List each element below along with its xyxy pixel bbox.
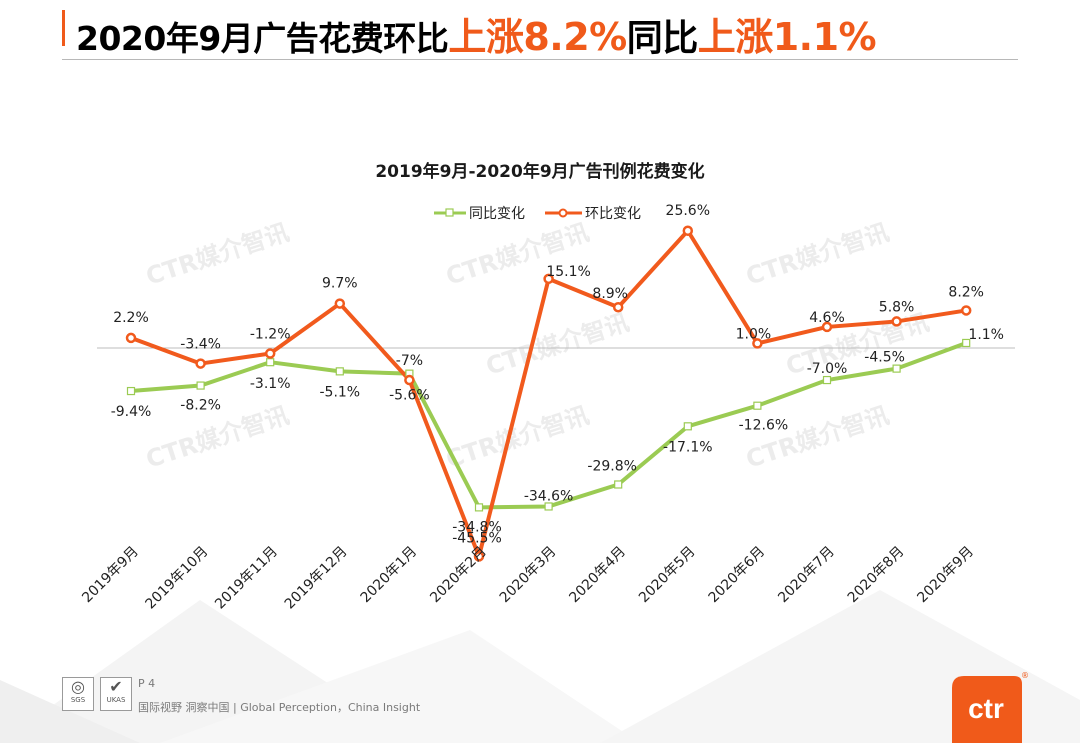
yoy-data-label: -7.0% — [807, 361, 848, 377]
mom-data-point — [473, 551, 485, 562]
watermark-text: CTR媒介智讯 — [443, 401, 593, 474]
footer: ◎ SGS ✔ UKAS P 4 国际视野 洞察中国 | Global Percep… — [62, 675, 582, 725]
ukas-certificate-icon: ✔ UKAS — [100, 677, 132, 711]
footer-tagline: 国际视野 洞察中国 | Global Perception，China Insi… — [138, 701, 421, 714]
mom-data-label: 8.9% — [592, 286, 628, 302]
yoy-data-point — [335, 367, 344, 376]
mom-data-label: 5.8% — [879, 299, 915, 315]
mom-data-point — [195, 358, 206, 369]
mom-data-label: 15.1% — [546, 264, 590, 280]
mom-data-point — [543, 273, 554, 285]
mom-data-label: -1.2% — [250, 326, 291, 342]
x-tick-label: 2020年9月 — [914, 544, 977, 607]
mom-data-label: 25.6% — [666, 203, 710, 219]
mom-data-point — [125, 332, 137, 344]
bg-shape — [160, 630, 640, 743]
watermark-text: CTR媒介智讯 — [743, 401, 893, 474]
title-divider — [62, 59, 1018, 60]
yoy-change-label: 上涨1.1% — [697, 15, 877, 59]
yoy-data-label: -29.8% — [587, 458, 637, 474]
mom-data-point — [334, 298, 346, 309]
yoy-data-point — [614, 480, 623, 489]
title-bar: 2020年9月广告花费环比上涨8.2%同比上涨1.1% — [0, 0, 1080, 60]
mom-change-label: 上涨8.2% — [448, 15, 627, 59]
legend-yoy-label: 同比变化 — [469, 206, 525, 222]
mom-data-point — [682, 225, 694, 237]
logo-shape — [952, 676, 1022, 743]
yoy-data-label: -34.6% — [524, 488, 574, 504]
yoy-data-label: -4.5% — [864, 350, 905, 366]
yoy-data-point — [544, 502, 553, 511]
page-title: 2020年9月广告花费环比上涨8.2%同比上涨1.1% — [76, 6, 877, 61]
yoy-data-point — [753, 401, 762, 410]
mom-data-point — [821, 321, 833, 333]
watermark-text: CTR媒介智讯 — [143, 218, 293, 291]
yoy-data-point — [892, 364, 901, 373]
yoy-data-point — [822, 375, 832, 385]
x-tick-label: 2019年11月 — [212, 544, 281, 613]
x-tick-label: 2020年5月 — [636, 544, 699, 607]
mom-data-label: 4.6% — [809, 310, 845, 326]
yoy-data-label: -3.1% — [250, 376, 291, 392]
yoy-data-point — [266, 358, 275, 367]
mom-data-point — [612, 301, 624, 313]
cert-label: SGS — [70, 696, 86, 704]
sgs-certificate-icon: ◎ SGS — [62, 677, 94, 711]
mom-data-point — [960, 305, 972, 316]
legend-mom-marker — [558, 208, 568, 218]
x-tick-label: 2020年2月 — [427, 544, 490, 607]
cert-label: UKAS — [106, 696, 126, 704]
mom-data-point — [404, 374, 415, 386]
watermark-text: CTR媒介智讯 — [743, 218, 893, 291]
yoy-data-point — [196, 381, 205, 390]
yoy-data-label: -9.4% — [111, 404, 152, 420]
ctr-logo: ctr ® — [952, 671, 1028, 743]
yoy-word: 同比 — [626, 18, 699, 59]
x-tick-label: 2020年3月 — [497, 544, 560, 607]
x-tick-label: 2019年12月 — [282, 544, 351, 613]
mom-data-point — [752, 338, 763, 349]
x-tick-label: 2020年8月 — [845, 544, 908, 607]
mom-data-label: -45.5% — [452, 530, 502, 546]
page-number: P 4 — [138, 677, 156, 690]
yoy-data-label: -5.1% — [319, 384, 360, 400]
mom-data-point — [264, 348, 276, 359]
mom-data-label: -3.4% — [180, 337, 221, 353]
legend-mom-label: 环比变化 — [585, 206, 641, 222]
yoy-data-label: -8.2% — [180, 398, 221, 414]
x-tick-label: 2020年6月 — [706, 544, 769, 607]
mom-data-label: 2.2% — [113, 310, 149, 326]
legend-yoy-marker — [445, 208, 454, 217]
title-accent-bar — [62, 10, 65, 46]
yoy-data-label: 1.1% — [968, 327, 1004, 343]
yoy-data-label: -5.6% — [389, 388, 430, 404]
x-tick-label: 2019年10月 — [143, 544, 212, 613]
watermark-text: CTR媒介智讯 — [483, 308, 633, 381]
yoy-data-point — [962, 338, 971, 348]
yoy-data-label: -12.6% — [739, 418, 789, 434]
yoy-data-label: -34.8% — [452, 519, 502, 535]
x-tick-label: 2020年7月 — [775, 544, 838, 607]
mom-data-label: -7% — [396, 353, 423, 369]
yoy-data-label: -17.1% — [663, 439, 713, 455]
title-prefix: 2020年9月广告花费环比 — [76, 19, 449, 58]
bg-shape — [0, 680, 140, 743]
registered-mark: ® — [1021, 671, 1028, 680]
mom-data-label: 1.0% — [736, 326, 772, 342]
yoy-data-point — [474, 503, 484, 512]
yoy-data-point — [126, 386, 136, 396]
chart-title: 2019年9月-2020年9月广告刊例花费变化 — [375, 161, 704, 182]
mom-data-point — [891, 316, 902, 327]
logo-text: ctr — [968, 693, 1004, 724]
mom-data-label: 9.7% — [322, 276, 358, 292]
x-tick-label: 2019年9月 — [79, 544, 142, 607]
yoy-data-point — [683, 422, 692, 431]
mom-data-label: 8.2% — [948, 284, 984, 300]
x-tick-label: 2020年1月 — [358, 544, 421, 607]
x-tick-label: 2020年4月 — [566, 544, 629, 607]
